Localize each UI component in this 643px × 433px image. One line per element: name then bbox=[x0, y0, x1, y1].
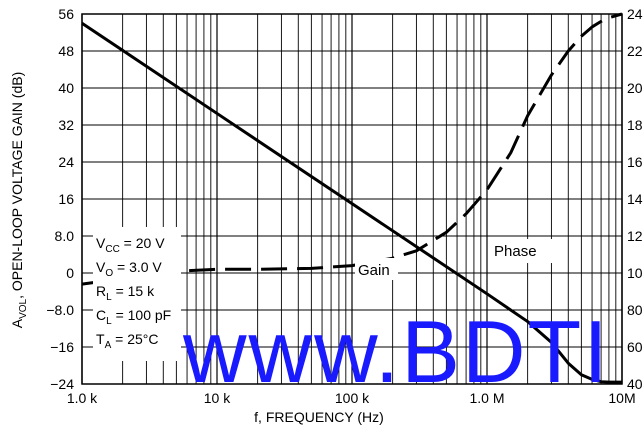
y-left-tick-label: −16 bbox=[50, 339, 74, 355]
phase-label-bg bbox=[490, 239, 552, 263]
y-right-tick-label: 160 bbox=[627, 154, 643, 170]
gain-label-bg bbox=[355, 258, 398, 280]
y-axis-right-ticks: 40 60 80 100 120 140 160 180 200 220 240 bbox=[627, 6, 643, 392]
y-left-tick-label: 40 bbox=[58, 80, 74, 96]
grid bbox=[81, 13, 623, 385]
y-axis-left-label: AVOL, OPEN-LOOP VOLTAGE GAIN (dB) bbox=[9, 72, 29, 329]
x-axis-label: f, FREQUENCY (Hz) bbox=[254, 409, 384, 425]
y-right-tick-label: 40 bbox=[627, 376, 643, 392]
y-left-tick-label: 8.0 bbox=[55, 228, 75, 244]
condition-line: RL = 15 k bbox=[96, 283, 155, 303]
y-right-tick-label: 220 bbox=[627, 43, 643, 59]
y-left-tick-label: 24 bbox=[58, 154, 74, 170]
y-left-tick-label: −8.0 bbox=[46, 302, 74, 318]
y-left-tick-label: 48 bbox=[58, 43, 74, 59]
gain-label: Gain bbox=[358, 262, 390, 279]
phase-label: Phase bbox=[494, 243, 537, 260]
y-left-tick-label: −24 bbox=[50, 376, 74, 392]
condition-line: CL = 100 pF bbox=[96, 307, 171, 327]
watermark: www.BDTI bbox=[182, 302, 610, 401]
y-right-tick-label: 80 bbox=[627, 302, 643, 318]
y-left-tick-label: 0 bbox=[66, 265, 74, 281]
y-left-tick-label: 32 bbox=[58, 117, 74, 133]
x-tick-label: 1.0 M bbox=[469, 390, 504, 406]
condition-line: TA = 25°C bbox=[96, 331, 158, 351]
y-left-tick-label: 16 bbox=[58, 191, 74, 207]
x-tick-label: 10M bbox=[608, 390, 635, 406]
x-axis-ticks: 1.0 k 10 k 100 k 1.0 M 10M bbox=[67, 390, 636, 406]
conditions-box bbox=[93, 227, 181, 361]
series-line-phase bbox=[81, 12, 623, 286]
y-right-tick-label: 200 bbox=[627, 80, 643, 96]
x-tick-label: 100 k bbox=[335, 390, 370, 406]
test-conditions: VCC = 20 V VO = 3.0 V RL = 15 k CL = 100 pF… bbox=[96, 235, 171, 351]
x-tick-label: 10 k bbox=[204, 390, 231, 406]
series-line-gain bbox=[81, 22, 622, 384]
y-left-tick-label: 56 bbox=[58, 6, 74, 22]
y-right-tick-label: 240 bbox=[627, 6, 643, 22]
y-axis-left-ticks: 56 48 40 32 24 16 8.0 0 −8.0 −16 −24 bbox=[46, 6, 74, 392]
condition-line: VCC = 20 V bbox=[96, 235, 165, 255]
y-right-tick-label: 180 bbox=[627, 117, 643, 133]
x-tick-label: 1.0 k bbox=[67, 390, 98, 406]
y-right-tick-label: 60 bbox=[627, 339, 643, 355]
y-right-tick-label: 100 bbox=[627, 265, 643, 281]
series-group bbox=[81, 12, 623, 384]
y-right-tick-label: 140 bbox=[627, 191, 643, 207]
y-right-tick-label: 120 bbox=[627, 228, 643, 244]
condition-line: VO = 3.0 V bbox=[96, 259, 162, 279]
plot-frame bbox=[81, 13, 623, 385]
